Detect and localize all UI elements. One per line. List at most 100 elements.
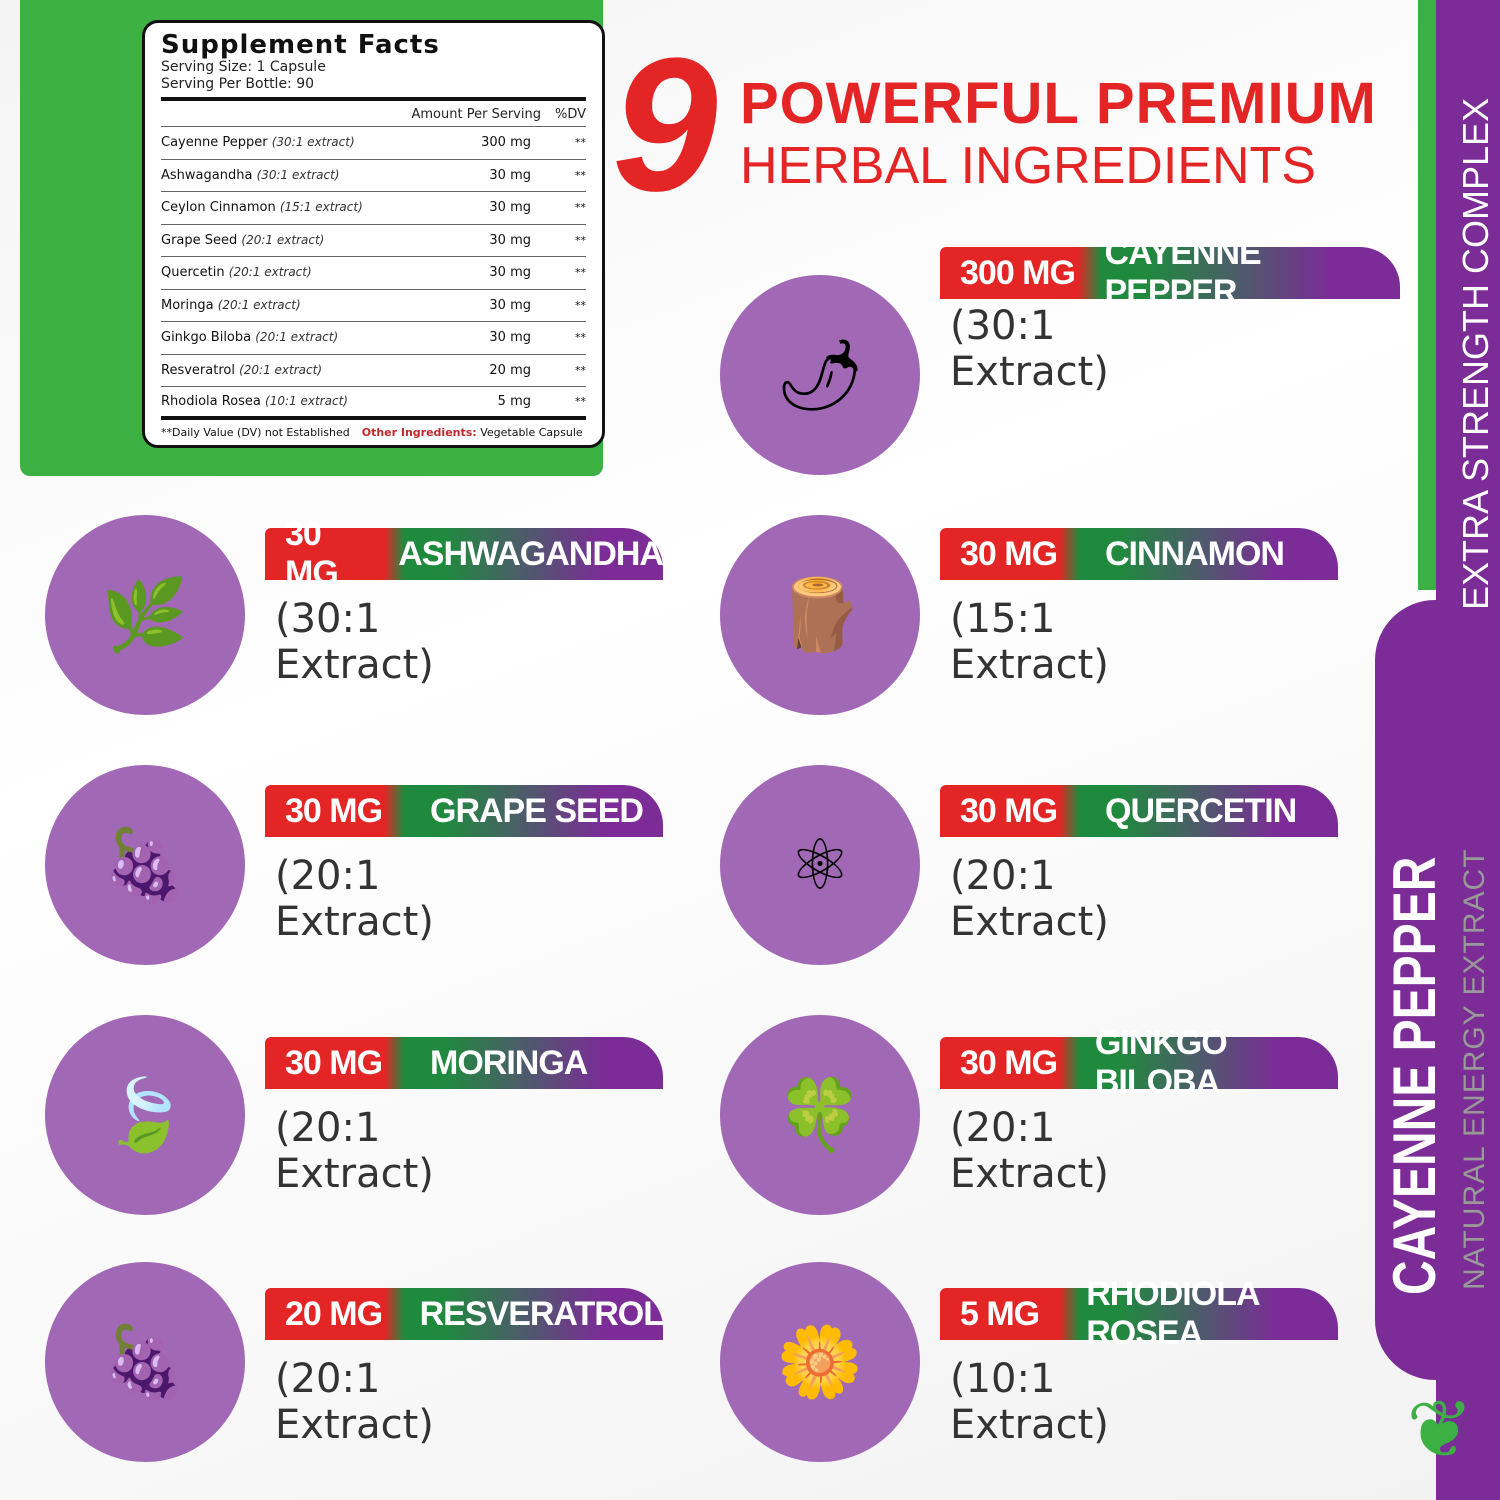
headline-number: 9 <box>612 19 718 231</box>
extract-ratio: (20:1 Extract) <box>950 1105 1109 1197</box>
facts-row: Ceylon Cinnamon (15:1 extract) 30 mg ** <box>161 192 586 225</box>
amount: 20 mg <box>489 362 531 378</box>
ingredient-name: Rhodiola Rosea <box>161 393 261 409</box>
extract-ratio: (10:1 Extract) <box>950 1356 1109 1448</box>
daily-value: ** <box>575 331 586 345</box>
ingredient-name: Ashwagandha <box>161 167 253 183</box>
ashwagandha-root-icon: 🌿 <box>45 515 245 715</box>
facts-row: Quercetin (20:1 extract) 30 mg ** <box>161 257 586 290</box>
sidebar-subtitle: NATURAL ENERGY EXTRACT <box>1458 848 1491 1290</box>
ingredient-name: RHODIOLA ROSEA <box>1086 1275 1259 1352</box>
dose: 30 MG <box>285 515 339 592</box>
dose: 30 MG <box>960 534 1058 573</box>
dose: 30 MG <box>960 791 1058 830</box>
ingredient-badge: 20 MG RESVERATROL <box>265 1288 664 1340</box>
headline-line2: HERBAL INGREDIENTS <box>740 137 1316 195</box>
facts-row: Grape Seed (20:1 extract) 30 mg ** <box>161 225 586 257</box>
daily-value: ** <box>575 363 586 377</box>
dv-footnote: **Daily Value (DV) not Established <box>161 425 350 439</box>
extract-ratio: (30:1 extract) <box>256 167 340 182</box>
extract-ratio: (10:1 extract) <box>265 393 348 408</box>
sidebar-product-name: CAYENNE PEPPER <box>1381 856 1448 1295</box>
ingredient-name: Moringa <box>161 297 214 313</box>
serving-size: Serving Size: 1 Capsule <box>161 59 326 75</box>
ginkgo-leaf-icon: 🍀 <box>720 1015 920 1215</box>
ingredient-name: QUERCETIN <box>1105 791 1297 830</box>
ingredient-badge: 30 MG GINKGO BILOBA <box>940 1024 1338 1101</box>
dose: 30 MG <box>285 1043 383 1082</box>
extract-ratio: (20:1 Extract) <box>275 853 434 945</box>
facts-header: Amount Per Serving %DV <box>161 107 586 127</box>
blue-grapes-icon: 🍇 <box>45 1262 245 1462</box>
extract-ratio: (30:1 Extract) <box>950 303 1109 395</box>
red-grapes-icon: 🍇 <box>45 765 245 965</box>
dv-header: %DV <box>554 107 586 122</box>
amount: 30 mg <box>489 232 531 248</box>
extract-ratio: (30:1 extract) <box>271 135 355 150</box>
ingredient-name: ASHWAGANDHA <box>398 534 664 573</box>
extract-ratio: (20:1 extract) <box>217 297 301 312</box>
ingredient-name: Ginkgo Biloba <box>161 330 252 346</box>
supplement-facts-card: Supplement Facts Serving Size: 1 Capsule… <box>142 20 605 448</box>
extract-ratio: (15:1 extract) <box>279 200 363 215</box>
ingredient-name: Ceylon Cinnamon <box>161 200 276 216</box>
ingredient-name: Grape Seed <box>161 232 238 248</box>
sidebar-purple-band <box>1436 0 1500 1500</box>
extract-ratio: (15:1 Extract) <box>950 596 1109 688</box>
extract-ratio: (30:1 Extract) <box>275 596 434 688</box>
amount: 5 mg <box>497 393 531 409</box>
extract-ratio: (20:1 extract) <box>228 265 312 280</box>
extract-ratio: (20:1 Extract) <box>950 853 1109 945</box>
amount: 30 mg <box>489 330 531 346</box>
facts-row: Ashwagandha (30:1 extract) 30 mg ** <box>161 160 586 192</box>
ingredient-name: MORINGA <box>430 1043 588 1082</box>
extract-ratio: (20:1 extract) <box>255 330 339 345</box>
sidebar-tagline: EXTRA STRENGTH COMPLEX <box>1455 97 1496 610</box>
daily-value: ** <box>575 201 586 215</box>
rhodiola-root-icon: 🌼 <box>720 1262 920 1462</box>
dose: 20 MG <box>285 1294 383 1333</box>
molecule-icon: ⚛ <box>720 765 920 965</box>
ingredient-badge: 30 MG MORINGA <box>265 1037 663 1089</box>
facts-rows: Cayenne Pepper (30:1 extract) 300 mg ** … <box>161 127 586 420</box>
ingredient-name: CAYENNE PEPPER <box>1104 234 1262 311</box>
sidebar-purple-wave <box>1375 600 1445 1380</box>
other-ingredients-label: Other Ingredients: <box>361 425 477 439</box>
daily-value: ** <box>575 266 586 280</box>
ingredient-badge: 30 MG GRAPE SEED <box>265 785 663 837</box>
ingredient-name: CINNAMON <box>1105 534 1285 573</box>
facts-title: Supplement Facts <box>161 30 440 60</box>
other-ingredients-value: Vegetable Capsule <box>480 425 583 439</box>
dose: 300 MG <box>960 253 1076 292</box>
amount: 30 mg <box>489 167 531 183</box>
facts-row: Ginkgo Biloba (20:1 extract) 30 mg ** <box>161 322 586 355</box>
ingredient-badge: 5 MG RHODIOLA ROSEA <box>940 1275 1338 1352</box>
amount: 300 mg <box>481 135 531 151</box>
amount: 30 mg <box>489 297 531 313</box>
extract-ratio: (20:1 Extract) <box>275 1356 434 1448</box>
sidebar-green-stripe <box>1418 0 1436 590</box>
facts-footnote: **Daily Value (DV) not Established Other… <box>161 426 586 439</box>
daily-value: ** <box>575 394 586 408</box>
amount-header: Amount Per Serving <box>411 107 541 122</box>
ingredient-name: RESVERATROL <box>419 1294 664 1333</box>
headline-line1: POWERFUL PREMIUM <box>740 71 1377 136</box>
extract-ratio: (20:1 extract) <box>239 362 322 377</box>
servings-per-bottle: Serving Per Bottle: 90 <box>161 76 315 92</box>
ingredient-name: Quercetin <box>161 265 225 281</box>
supplement-facts-panel: Supplement Facts Serving Size: 1 Capsule… <box>20 0 605 476</box>
divider <box>161 97 586 101</box>
facts-row: Rhodiola Rosea (10:1 extract) 5 mg ** <box>161 387 586 420</box>
daily-value: ** <box>575 136 586 150</box>
ingredient-badge: 30 MG ASHWAGANDHA <box>265 515 664 592</box>
moringa-leaves-icon: 🍃 <box>45 1015 245 1215</box>
leaf-logo-icon: ❦ <box>1406 1383 1474 1476</box>
extract-ratio: (20:1 extract) <box>241 232 325 247</box>
chili-pepper-icon: 🌶 <box>720 275 920 475</box>
amount: 30 mg <box>489 265 531 281</box>
ingredient-badge: 30 MG CINNAMON <box>940 528 1338 580</box>
dose: 5 MG <box>960 1294 1040 1333</box>
daily-value: ** <box>575 298 586 312</box>
daily-value: ** <box>575 233 586 247</box>
facts-row: Moringa (20:1 extract) 30 mg ** <box>161 290 586 322</box>
